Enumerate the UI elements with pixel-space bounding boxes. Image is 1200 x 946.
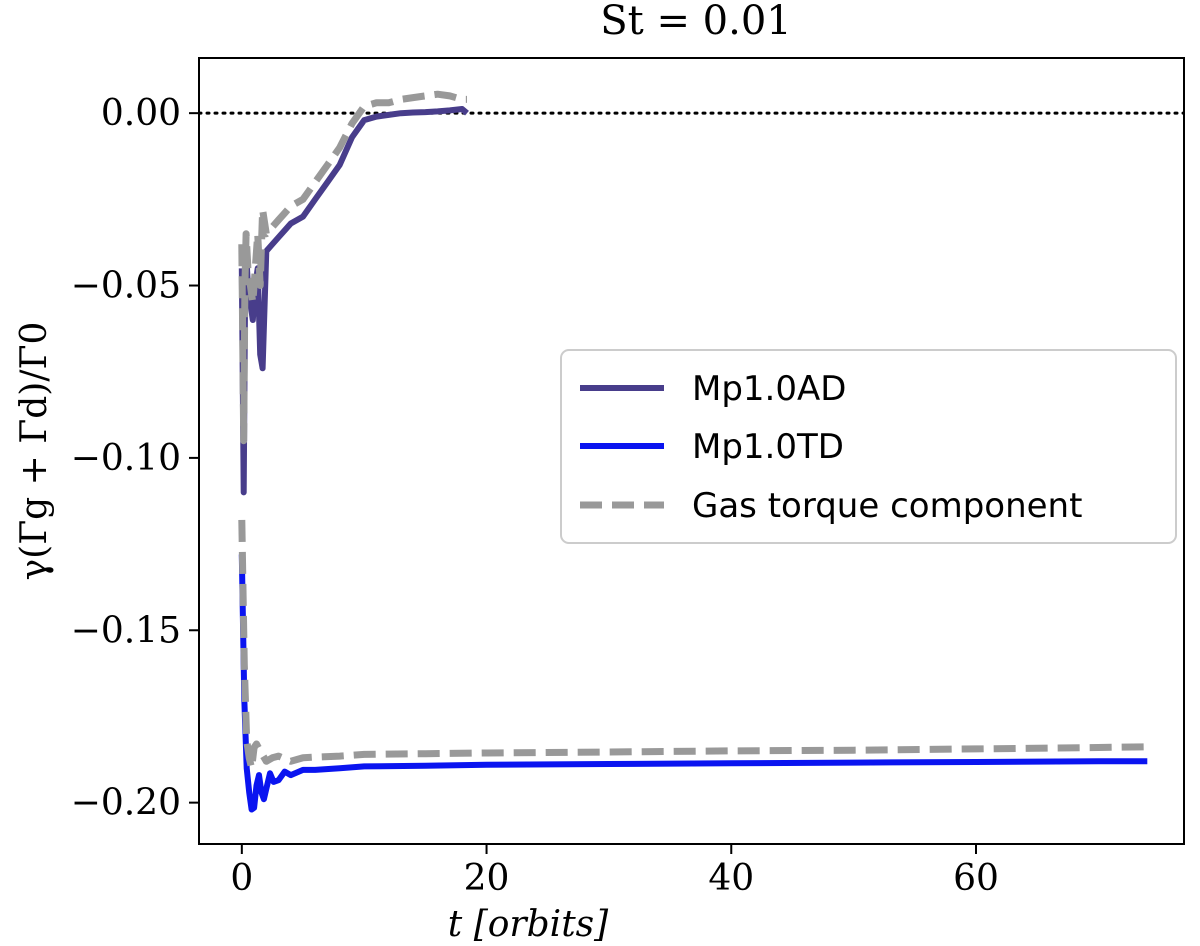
x-tick-label: 20 [464, 858, 510, 899]
x-axis: 0 20 40 60 [230, 844, 999, 899]
y-tick-label: −0.15 [71, 610, 181, 651]
series-line-mp1-0td-gas-torque [238, 519, 1148, 772]
y-tick-label: 0.00 [101, 93, 181, 134]
y-tick-label: −0.20 [71, 783, 181, 824]
x-axis-label: t [orbits] [448, 904, 609, 945]
y-tick-label: −0.05 [71, 266, 181, 307]
legend-label-3: Gas torque component [692, 486, 1082, 526]
legend-label-1: Mp1.0AD [692, 369, 846, 409]
plot-area [198, 57, 1185, 845]
series-line-mp1-0td [238, 554, 1148, 813]
x-tick-label: 60 [953, 858, 999, 899]
plot-frame [198, 57, 1185, 845]
legend-label-2: Mp1.0TD [692, 427, 844, 467]
chart-title: St = 0.01 [600, 0, 791, 44]
legend: Mp1.0AD Mp1.0TD Gas torque component [560, 349, 1177, 544]
x-tick-label: 0 [230, 858, 253, 899]
y-axis-label: γ(Γg + Γd)/Γ0 [14, 322, 55, 581]
y-tick-label: −0.10 [71, 438, 181, 479]
x-tick-label: 40 [708, 858, 754, 899]
y-axis: 0.00 −0.05 −0.10 −0.15 −0.20 [71, 93, 199, 824]
legend-frame [560, 349, 1177, 544]
series-line-mp1-0ad-gas-torque [238, 90, 467, 445]
series-line-mp1-0ad [238, 106, 469, 496]
